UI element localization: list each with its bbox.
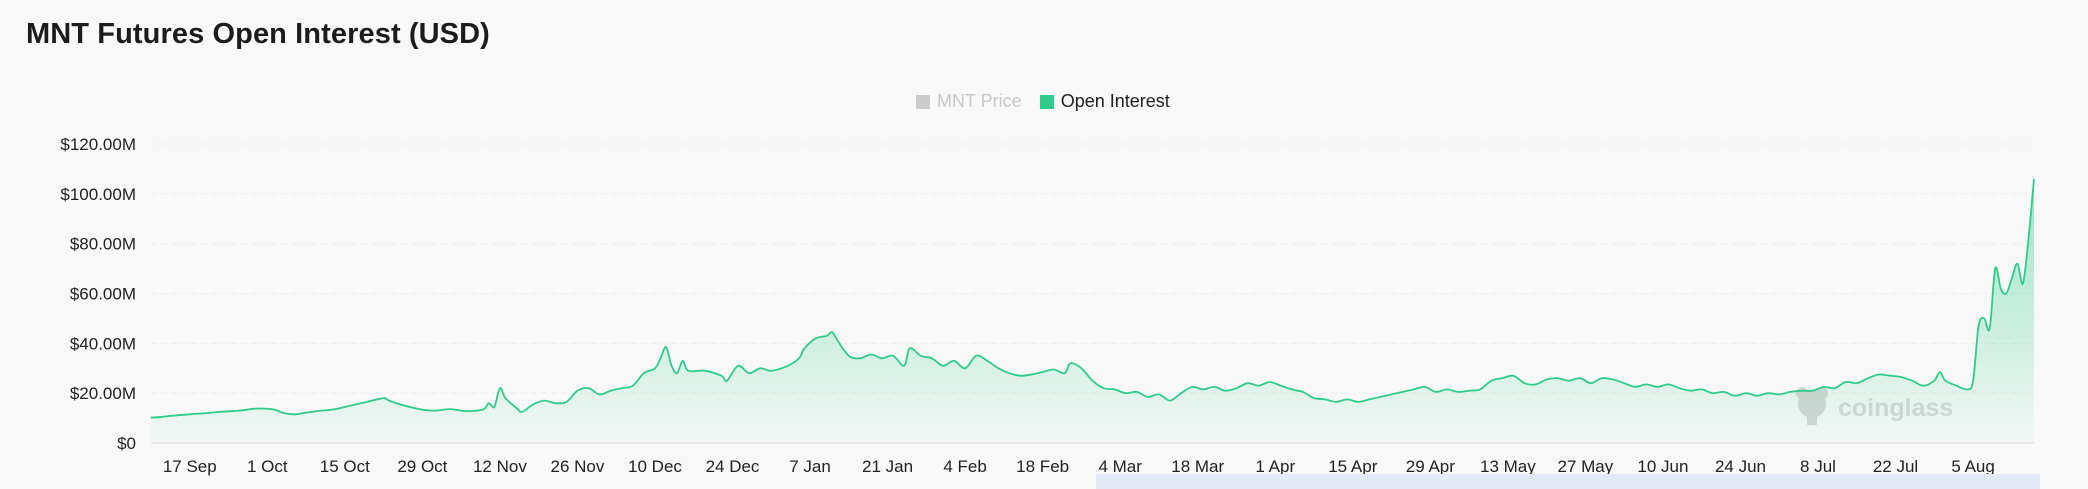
y-tick-label: $60.00M (70, 285, 136, 304)
series-line-open-interest[interactable] (150, 178, 2035, 419)
legend-swatch-mnt-price (916, 94, 930, 109)
legend-label-open-interest: Open Interest (1060, 91, 1170, 111)
legend-swatch-open-interest (1039, 94, 1054, 109)
legend-label-mnt-price: MNT Price (937, 91, 1022, 111)
y-tick-label: $40.00M (70, 334, 136, 353)
y-tick-label: $0 (117, 434, 136, 453)
page-title: MNT Futures Open Interest (USD) (26, 18, 490, 50)
y-tick-label: $20.00M (70, 384, 136, 403)
x-tick-label: 5 Aug (1951, 457, 1995, 476)
series-open-interest (150, 178, 2035, 443)
x-tick-label: 12 Nov (473, 457, 527, 476)
x-tick-label: 18 Mar (1171, 457, 1224, 476)
x-tick-label: 15 Apr (1328, 457, 1377, 476)
x-tick-label: 1 Oct (247, 457, 288, 476)
series-area-open-interest (151, 178, 2034, 443)
legend-item-mnt-price[interactable]: MNT Price (916, 91, 1022, 112)
x-tick-label: 15 Oct (320, 457, 370, 476)
x-tick-label: 10 Dec (628, 457, 682, 476)
x-tick-label: 17 Sep (163, 457, 217, 476)
legend-item-open-interest[interactable]: Open Interest (1039, 91, 1170, 112)
x-tick-label: 4 Mar (1098, 457, 1142, 476)
x-tick-label: 24 Dec (706, 457, 760, 476)
x-tick-label: 7 Jan (789, 457, 831, 476)
time-range-slider[interactable] (1096, 474, 2040, 489)
x-tick-label: 18 Feb (1016, 457, 1069, 476)
x-tick-label: 27 May (1558, 457, 1614, 476)
y-tick-label: $100.00M (60, 185, 136, 204)
y-axis: $0 $20.00M $40.00M $60.00M $80.00M $100.00M $1… (60, 135, 136, 453)
x-tick-label: 4 Feb (943, 457, 986, 476)
x-tick-label: 1 Apr (1255, 457, 1295, 476)
x-tick-label: 13 May (1480, 457, 1536, 476)
y-tick-label: $80.00M (70, 235, 136, 254)
x-tick-label: 26 Nov (551, 457, 605, 476)
x-tick-label: 24 Jun (1715, 457, 1766, 476)
x-axis: 17 Sep 1 Oct 15 Oct 29 Oct 12 Nov 26 Nov 10 De… (163, 457, 1995, 476)
x-tick-label: 21 Jan (862, 457, 913, 476)
x-tick-label: 8 Jul (1800, 457, 1836, 476)
y-tick-label: $120.00M (60, 135, 136, 154)
x-tick-label: 29 Oct (397, 457, 447, 476)
x-tick-label: 29 Apr (1406, 457, 1455, 476)
x-tick-label: 10 Jun (1637, 457, 1688, 476)
chart-legend: MNT Price Open Interest (916, 91, 1170, 112)
x-tick-label: 22 Jul (1873, 457, 1918, 476)
